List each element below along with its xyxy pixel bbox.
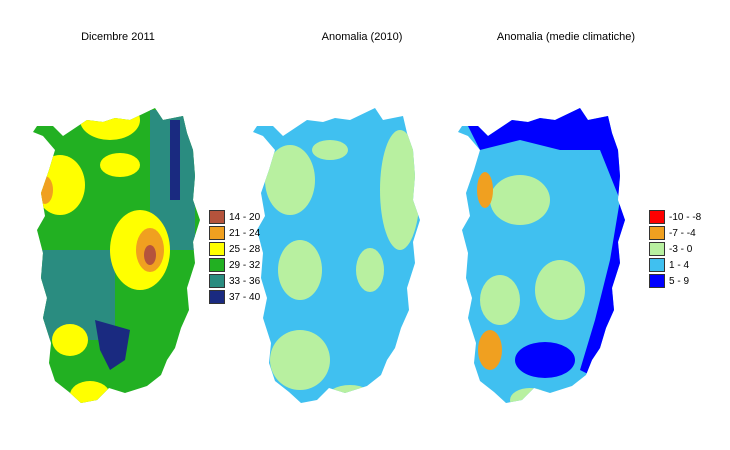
legend-label: 25 - 28 [229, 243, 261, 255]
legend-label: 21 - 24 [229, 227, 261, 239]
legend-swatch [649, 258, 665, 272]
map-dicembre-2011 [33, 108, 200, 403]
legend-item: 29 - 32 [209, 257, 260, 273]
legend-label: 5 - 9 [669, 275, 690, 287]
legend-anomaly: -10 - -8 -7 - -4 -3 - 0 1 - 4 5 - 9 [649, 209, 701, 289]
legend-label: 14 - 20 [229, 211, 261, 223]
map-title-anomalia-2010: Anomalia (2010) [321, 31, 403, 43]
legend-item: -7 - -4 [649, 225, 701, 241]
map-anomalia-medie-climatiche [458, 108, 625, 403]
legend-item: 14 - 20 [209, 209, 260, 225]
legend-swatch [209, 226, 225, 240]
map-title-dicembre-2011: Dicembre 2011 [81, 31, 155, 43]
legend-item: -10 - -8 [649, 209, 701, 225]
legend-label: 33 - 36 [229, 275, 261, 287]
legend-item: -3 - 0 [649, 241, 701, 257]
legend-swatch [649, 242, 665, 256]
legend-item: 1 - 4 [649, 257, 701, 273]
legend-item: 33 - 36 [209, 273, 260, 289]
legend-item: 25 - 28 [209, 241, 260, 257]
legend-swatch [209, 274, 225, 288]
legend-item: 21 - 24 [209, 225, 260, 241]
legend-values: 14 - 20 21 - 24 25 - 28 29 - 32 33 - 36 … [209, 209, 260, 305]
legend-label: -10 - -8 [669, 211, 702, 223]
legend-swatch [649, 274, 665, 288]
legend-label: 29 - 32 [229, 259, 261, 271]
map-anomalia-2010 [253, 108, 420, 403]
legend-swatch [209, 290, 225, 304]
map-title-anomalia-medie: Anomalia (medie climatiche) [496, 31, 636, 43]
legend-swatch [649, 210, 665, 224]
legend-item: 37 - 40 [209, 289, 260, 305]
legend-swatch [209, 242, 225, 256]
legend-label: -3 - 0 [669, 243, 693, 255]
legend-label: 1 - 4 [669, 259, 690, 271]
legend-swatch [209, 210, 225, 224]
legend-label: -7 - -4 [669, 227, 696, 239]
legend-swatch [209, 258, 225, 272]
legend-swatch [649, 226, 665, 240]
legend-label: 37 - 40 [229, 291, 261, 303]
legend-item: 5 - 9 [649, 273, 701, 289]
